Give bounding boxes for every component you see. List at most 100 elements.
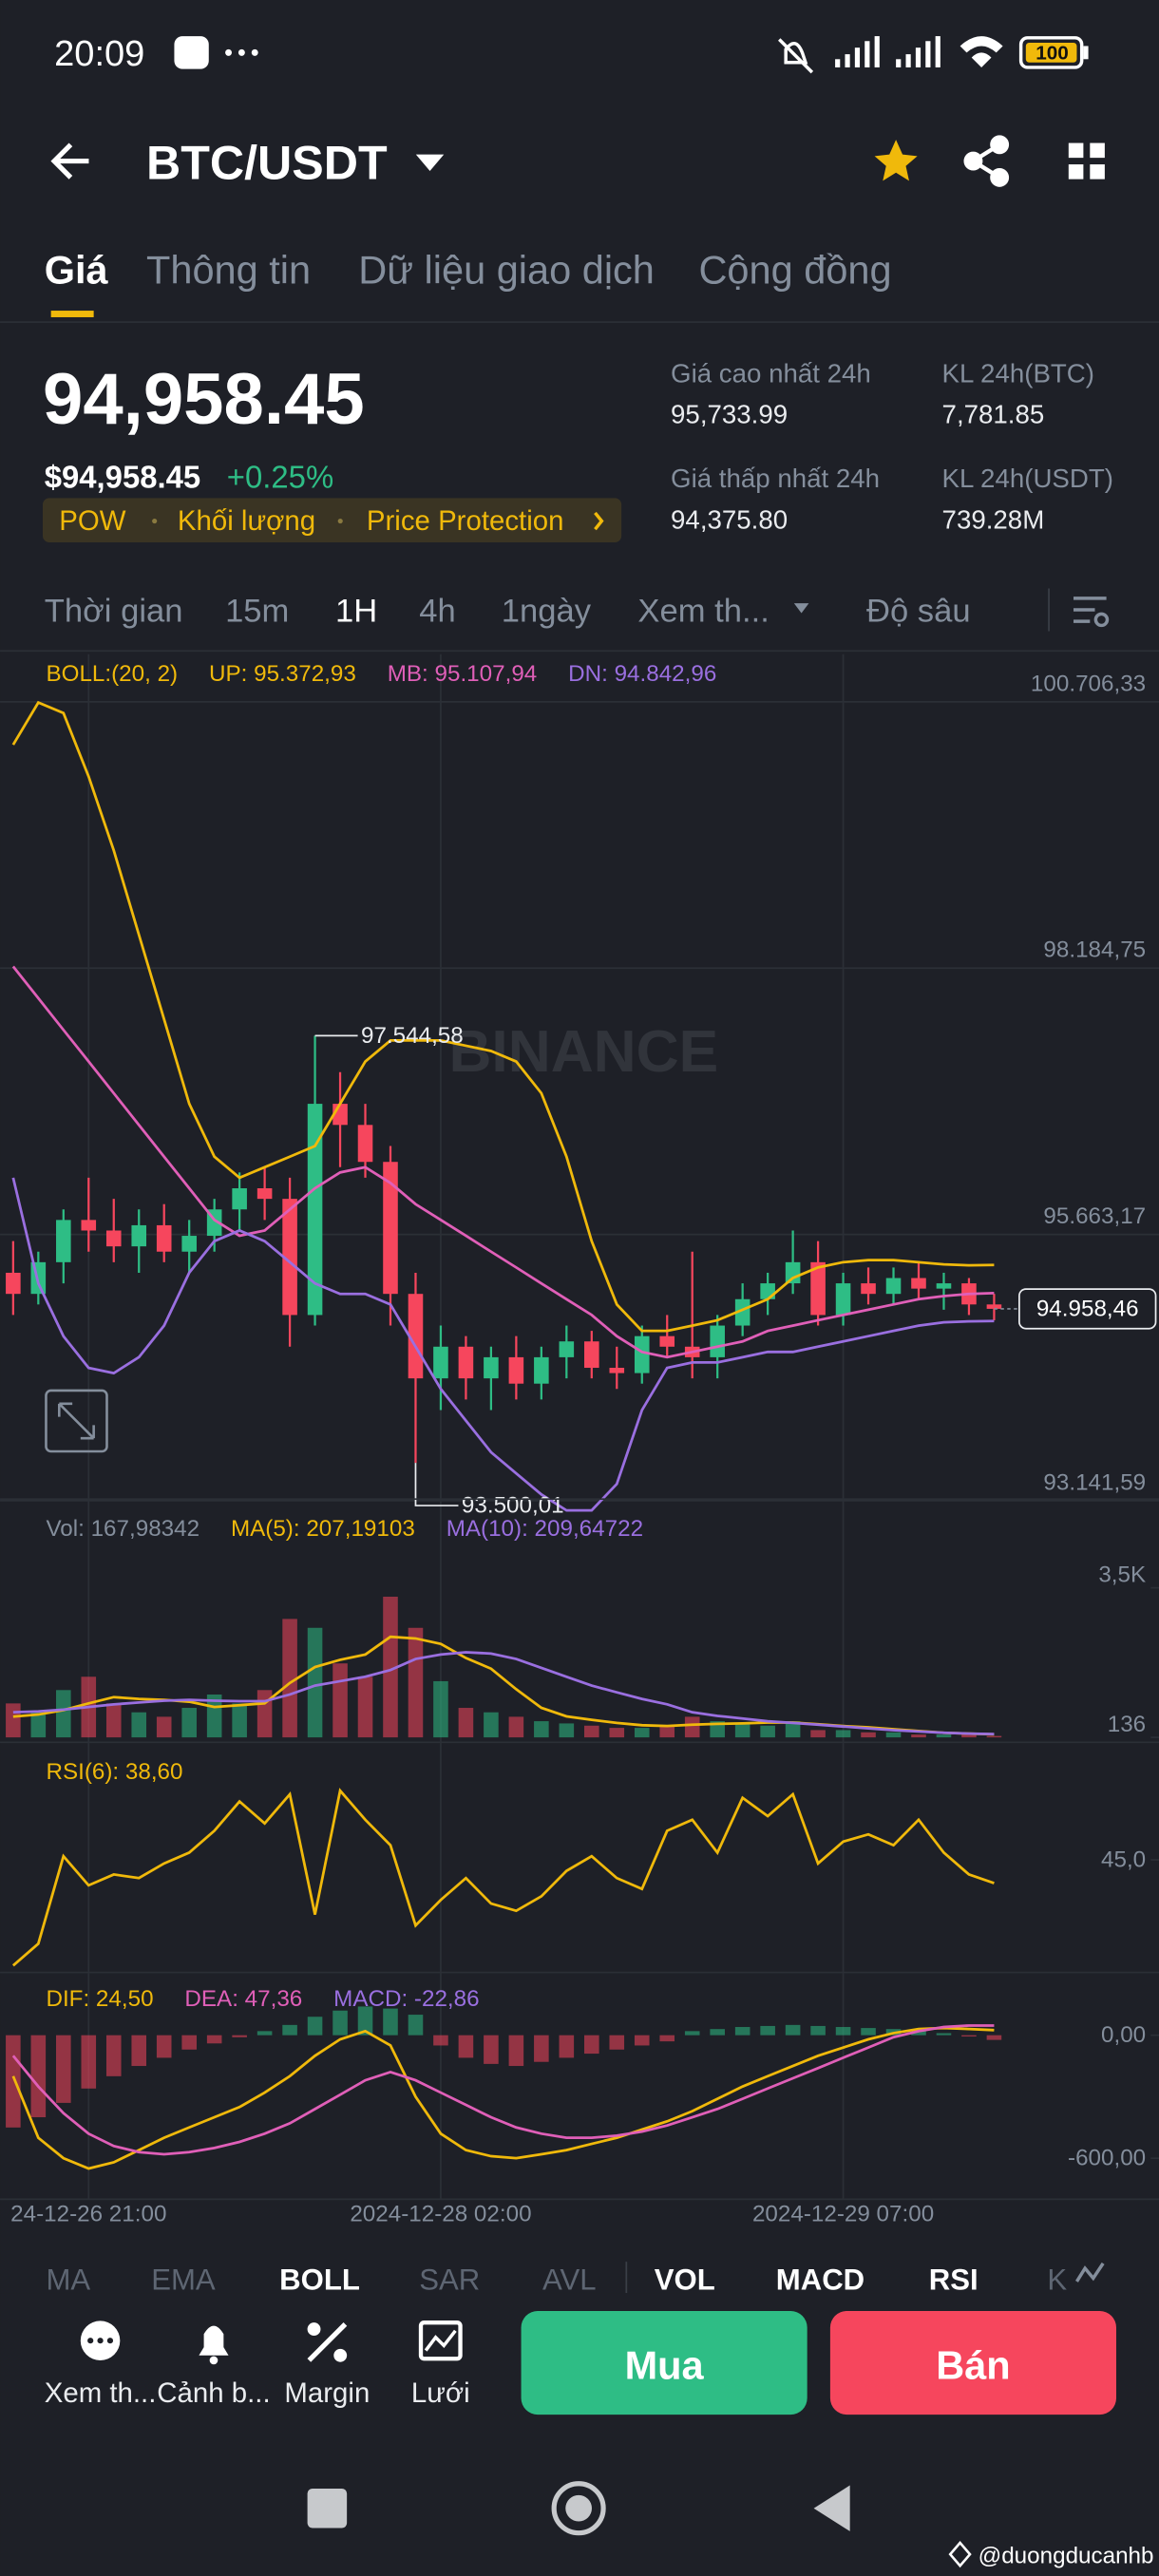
macd-bar [81, 2035, 97, 2089]
volume-bar [357, 1676, 373, 1738]
battery [1018, 36, 1084, 69]
expand-button[interactable] [45, 1389, 108, 1453]
legend-entry: RSI(6): 38,60 [46, 1759, 182, 1785]
favorite-star[interactable] [874, 140, 918, 181]
last-price: 94,958.45 [43, 359, 365, 440]
action-label[interactable]: Lưới [411, 2377, 470, 2409]
timeframe[interactable]: 1H [335, 594, 377, 630]
legend-entry: MA(5): 207,19103 [231, 1516, 415, 1542]
tab[interactable]: Thông tin [146, 247, 311, 292]
macd-bar [785, 2024, 801, 2036]
sell-button[interactable] [829, 2311, 1116, 2415]
volume-bar [458, 1708, 474, 1738]
volume-bar [885, 1732, 902, 1738]
candle-body [810, 1261, 826, 1316]
indicator-tab[interactable]: BOLL [279, 2263, 360, 2297]
back-button[interactable] [50, 142, 89, 180]
macd-bar [307, 2017, 323, 2036]
timeframe[interactable]: 1ngày [502, 594, 592, 630]
tag-chevron [594, 511, 604, 531]
chart-settings[interactable] [1074, 597, 1110, 628]
candle-body [634, 1335, 650, 1373]
volume-bar [936, 1734, 952, 1738]
candle-body [458, 1346, 474, 1379]
candle-body [584, 1341, 599, 1369]
legend-entry: MACD: -22,86 [333, 1986, 479, 2012]
macd-bar [911, 2031, 926, 2036]
indicator-tab[interactable]: K [1047, 2263, 1067, 2297]
macd-bar [357, 2006, 373, 2036]
indicator-tab[interactable]: AVL [542, 2263, 597, 2297]
candle-body [785, 1261, 801, 1284]
action-label[interactable]: Margin [284, 2377, 370, 2409]
macd-bar [684, 2031, 700, 2036]
indicator-tab[interactable]: MA [46, 2263, 90, 2297]
volume-bar [256, 1690, 273, 1738]
y-tick-label: -600,00 [1068, 2146, 1146, 2171]
indicator-tab[interactable]: RSI [929, 2263, 978, 2297]
volume-bar [810, 1730, 826, 1738]
timeframe[interactable]: Độ sâu [866, 594, 971, 630]
candle-body [760, 1283, 775, 1299]
tab[interactable]: Dữ liệu giao dịch [358, 247, 655, 292]
candle-body [383, 1162, 398, 1295]
macd-bar [534, 2035, 549, 2062]
macd-bar [6, 2035, 21, 2128]
zalo-icon [174, 36, 209, 69]
tab[interactable]: Giá [45, 247, 109, 292]
tab[interactable]: Cộng đồng [698, 247, 891, 292]
indicator-line [11, 1177, 995, 1512]
volume-bar [408, 1627, 424, 1738]
layout-button[interactable] [1068, 142, 1105, 180]
candle-body [710, 1325, 725, 1357]
timeframe[interactable]: 15m [225, 594, 289, 630]
candle-body [986, 1304, 1002, 1309]
x-tick-label: 24-12-26 21:00 [10, 2201, 166, 2226]
buy-label: Mua [625, 2343, 705, 2388]
volume-bar [307, 1627, 323, 1738]
macd-bar [710, 2029, 725, 2036]
y-tick-label: 100.706,33 [1031, 671, 1146, 696]
macd-bar [861, 2028, 876, 2036]
stat-value: 95,733.99 [671, 400, 788, 429]
candle-body [131, 1224, 147, 1247]
y-tick-label: 0,00 [1101, 2022, 1146, 2048]
tag-separator [337, 518, 343, 524]
legend-entry: DN: 94.842,96 [568, 661, 716, 687]
chart-pane: 3,5K 136 Vol: 167,98342 MA(5): 207,19103 MA(… [6, 1516, 1159, 1738]
indicator-tab[interactable]: VOL [655, 2263, 715, 2297]
tag: Khối lượng [178, 505, 315, 537]
macd-bar [634, 2035, 650, 2046]
indicator-edit[interactable] [1075, 2262, 1105, 2282]
nav-back[interactable] [813, 2485, 850, 2531]
macd-bar [408, 2015, 424, 2036]
nav-recents[interactable] [307, 2488, 348, 2529]
nav-home[interactable] [551, 2481, 606, 2536]
more-dropdown[interactable] [793, 603, 809, 614]
share-button[interactable] [963, 135, 1010, 187]
y-tick-label: 93.141,59 [1043, 1469, 1146, 1495]
volume-bar [282, 1619, 297, 1738]
indicator-line [11, 700, 995, 1333]
buy-button[interactable] [521, 2311, 808, 2415]
macd-bar [810, 2025, 826, 2036]
action-label[interactable]: Cảnh b... [157, 2377, 270, 2409]
timeframe[interactable]: 4h [419, 594, 455, 630]
volume-bar [534, 1721, 549, 1738]
timeframe[interactable]: Thời gian [45, 594, 183, 630]
candle-body [508, 1356, 524, 1384]
action-label[interactable]: Xem th... [45, 2377, 157, 2409]
tag-bar[interactable] [42, 498, 622, 543]
pair-dropdown[interactable] [415, 154, 445, 171]
macd-bar [433, 2035, 448, 2046]
timeframe[interactable]: Xem th... [637, 594, 769, 630]
indicator-tab[interactable]: MACD [776, 2263, 864, 2297]
indicator-tab[interactable]: SAR [419, 2263, 480, 2297]
candle-body [56, 1220, 71, 1262]
x-tick-label: 2024-12-28 02:00 [350, 2201, 531, 2226]
pair-title[interactable]: BTC/USDT [146, 136, 388, 189]
y-tick-label: 98.184,75 [1043, 938, 1146, 963]
indicator-tab[interactable]: EMA [151, 2263, 216, 2297]
candle-body [156, 1224, 172, 1252]
candle-body [835, 1283, 851, 1316]
